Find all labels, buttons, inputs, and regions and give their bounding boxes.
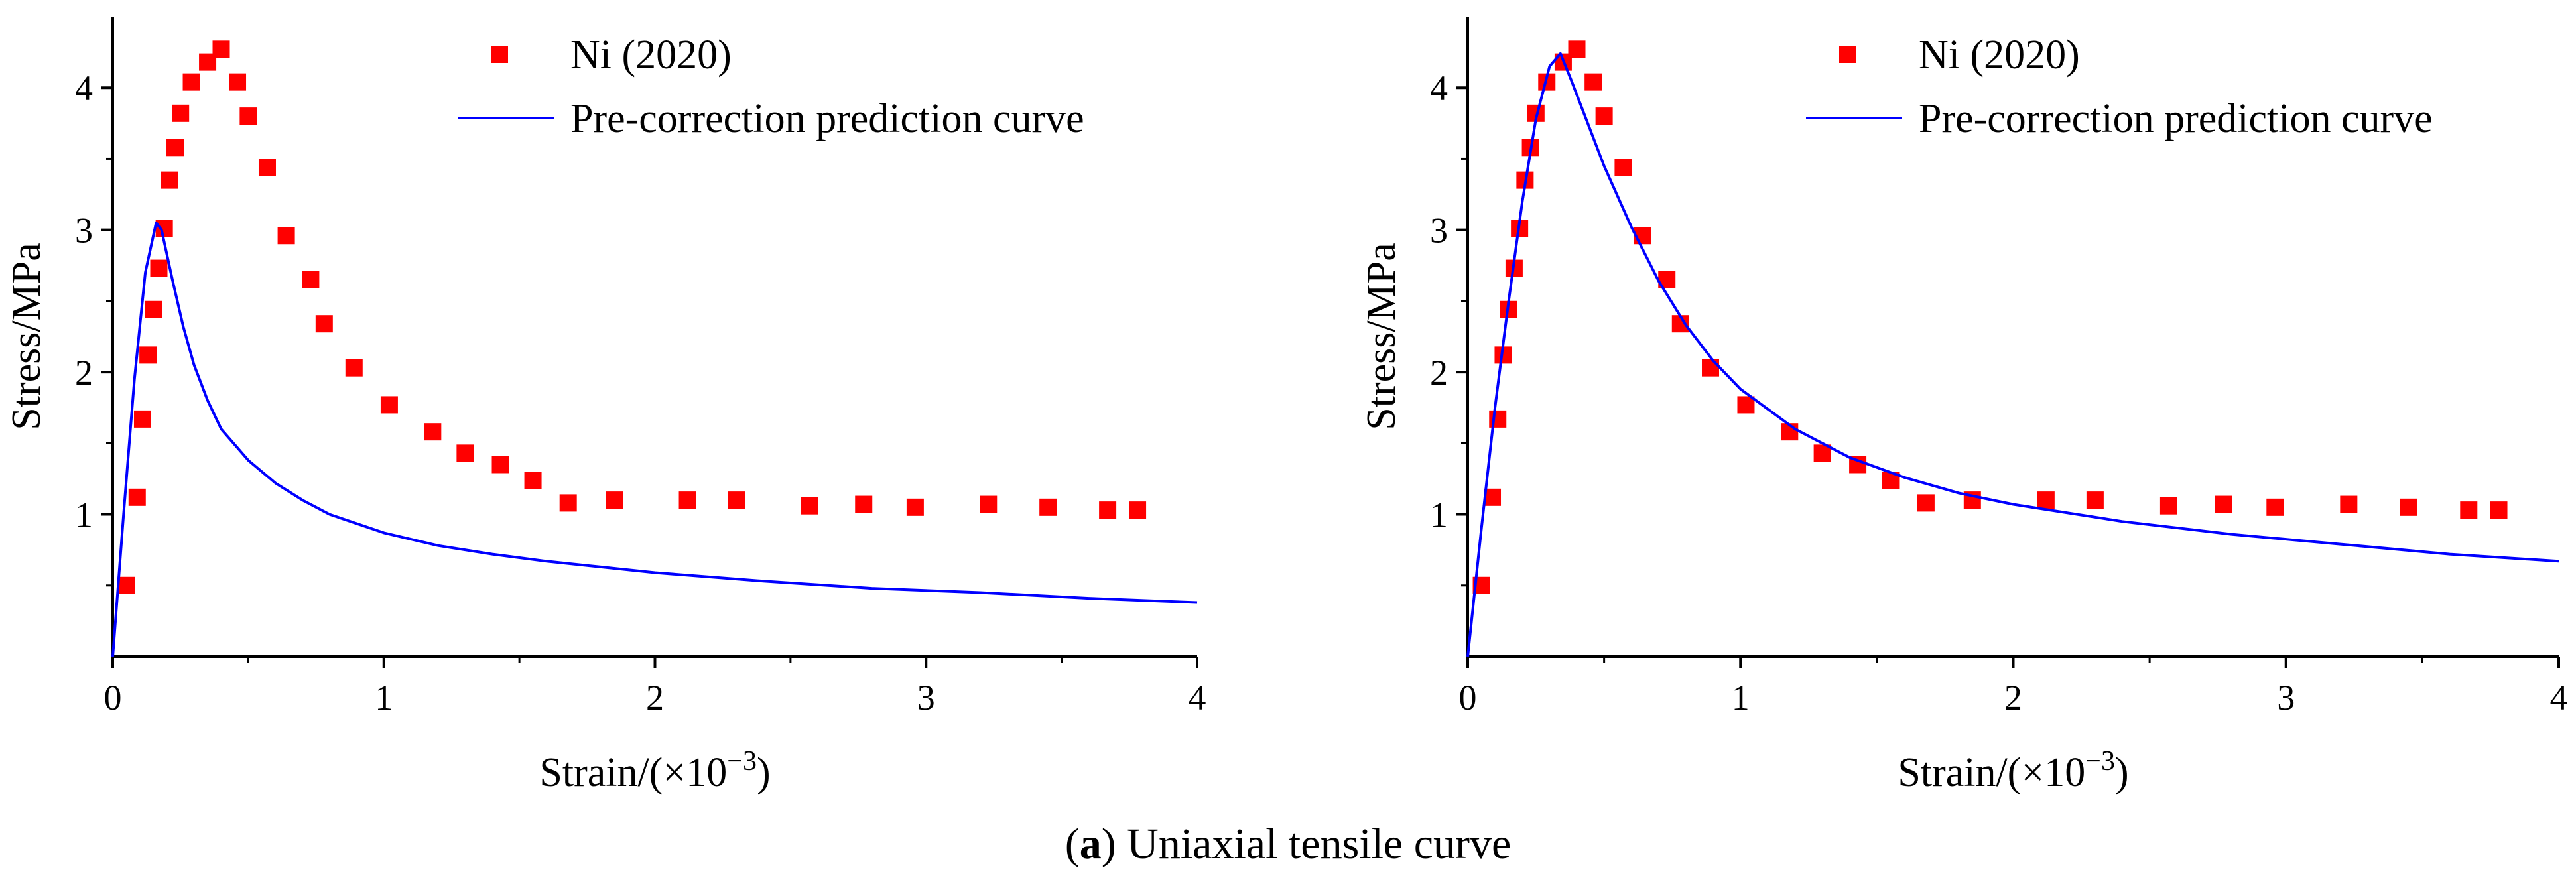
y-tick-label: 3 xyxy=(1430,211,1448,251)
x-axis-title: Strain/(×10−3) xyxy=(539,746,770,795)
x-tick-label: 4 xyxy=(2550,678,2568,718)
chart-panel-1: 0 1 2 3 4 1 2 3 4 Strain/(×10−3) Stress/MPa Ni (202… xyxy=(4,17,1206,795)
y-tick-label: 4 xyxy=(1430,68,1448,108)
data-point-marker xyxy=(906,498,924,516)
x-tick-label: 2 xyxy=(2004,678,2022,718)
data-point-marker xyxy=(161,171,178,189)
x-tick-label: 1 xyxy=(375,678,393,718)
data-point-marker xyxy=(1584,73,1602,91)
data-point-marker xyxy=(117,576,135,594)
data-point-marker xyxy=(345,359,363,377)
data-point-marker xyxy=(182,73,200,91)
data-point-marker xyxy=(2266,498,2284,516)
data-point-marker xyxy=(128,488,146,506)
data-point-marker xyxy=(2400,498,2417,516)
data-point-marker xyxy=(139,346,157,364)
data-point-marker xyxy=(315,315,333,333)
data-point-marker xyxy=(424,423,442,441)
y-tick-label: 2 xyxy=(1430,353,1448,393)
y-tick-label: 1 xyxy=(1430,495,1448,535)
data-point-marker xyxy=(1129,501,1147,519)
y-axis-title: Stress/MPa xyxy=(4,243,49,430)
data-point-marker xyxy=(150,259,168,277)
data-point-marker xyxy=(1099,501,1117,519)
data-point-marker xyxy=(155,220,173,237)
legend-label-prediction: Pre-correction prediction curve xyxy=(1919,96,2433,141)
prediction-curve-line xyxy=(1466,52,2559,657)
data-point-marker xyxy=(524,472,542,489)
data-point-marker xyxy=(2037,491,2055,509)
x-tick-label: 4 xyxy=(1189,678,1206,718)
x-tick-label: 0 xyxy=(104,678,122,718)
data-point-marker xyxy=(801,497,818,515)
data-point-marker xyxy=(2215,495,2232,513)
data-point-marker xyxy=(1039,498,1057,516)
data-point-marker xyxy=(277,227,295,245)
data-point-marker xyxy=(145,300,162,318)
legend-marker-ni xyxy=(1839,46,1856,63)
data-point-marker xyxy=(1568,40,1586,58)
data-point-marker xyxy=(212,40,230,58)
x-tick-label: 2 xyxy=(646,678,664,718)
data-point-marker xyxy=(2340,495,2358,513)
data-point-marker xyxy=(133,410,151,428)
legend: Ni (2020) Pre-correction prediction curve xyxy=(458,32,1084,141)
data-point-marker xyxy=(678,491,696,509)
data-point-marker xyxy=(728,491,745,509)
x-tick-label: 1 xyxy=(1732,678,1750,718)
data-point-marker xyxy=(2159,497,2177,515)
data-point-marker xyxy=(239,107,257,125)
y-tick-label: 1 xyxy=(75,495,93,535)
legend-marker-ni xyxy=(491,46,508,63)
data-point-marker xyxy=(2490,501,2508,519)
data-point-marker xyxy=(1702,359,1720,377)
data-point-marker xyxy=(491,456,509,474)
data-point-marker xyxy=(380,396,398,414)
data-point-marker xyxy=(302,271,320,288)
y-tick-label: 3 xyxy=(75,211,93,251)
x-tick-label: 3 xyxy=(917,678,935,718)
data-point-marker xyxy=(559,494,577,512)
legend-label-prediction: Pre-correction prediction curve xyxy=(570,96,1084,141)
data-point-marker xyxy=(258,159,276,176)
x-axis-title: Strain/(×10−3) xyxy=(1898,746,2128,795)
data-point-marker xyxy=(1595,107,1613,125)
figure-caption: (a) Uniaxial tensile curve xyxy=(1064,820,1512,868)
legend: Ni (2020) Pre-correction prediction curve xyxy=(1806,32,2433,141)
y-axis-title: Stress/MPa xyxy=(1359,243,1404,430)
data-point-marker xyxy=(1614,159,1632,176)
data-point-marker xyxy=(166,139,184,157)
legend-label-ni: Ni (2020) xyxy=(1919,32,2080,78)
x-tick-label: 0 xyxy=(1459,678,1477,718)
prediction-curve-line xyxy=(111,221,1198,657)
data-point-marker xyxy=(980,495,998,513)
data-point-marker xyxy=(229,73,247,91)
legend-label-ni: Ni (2020) xyxy=(570,32,732,78)
data-point-marker xyxy=(606,491,623,509)
caption-label: a xyxy=(1079,820,1102,868)
y-tick-label: 2 xyxy=(75,353,93,393)
caption-text: Uniaxial tensile curve xyxy=(1127,820,1512,868)
data-point-marker xyxy=(2086,491,2104,509)
data-point-marker xyxy=(2460,501,2478,519)
data-point-marker xyxy=(855,495,873,513)
data-point-marker xyxy=(172,104,190,122)
y-tick-label: 4 xyxy=(75,68,93,108)
data-point-marker xyxy=(1737,396,1755,414)
data-point-marker xyxy=(456,444,474,462)
chart-panel-2: 0 1 2 3 4 1 2 3 4 Strain/(×10−3) Stress/MPa Ni (202… xyxy=(1359,17,2568,795)
x-tick-label: 3 xyxy=(2277,678,2295,718)
data-point-marker xyxy=(1917,494,1935,512)
